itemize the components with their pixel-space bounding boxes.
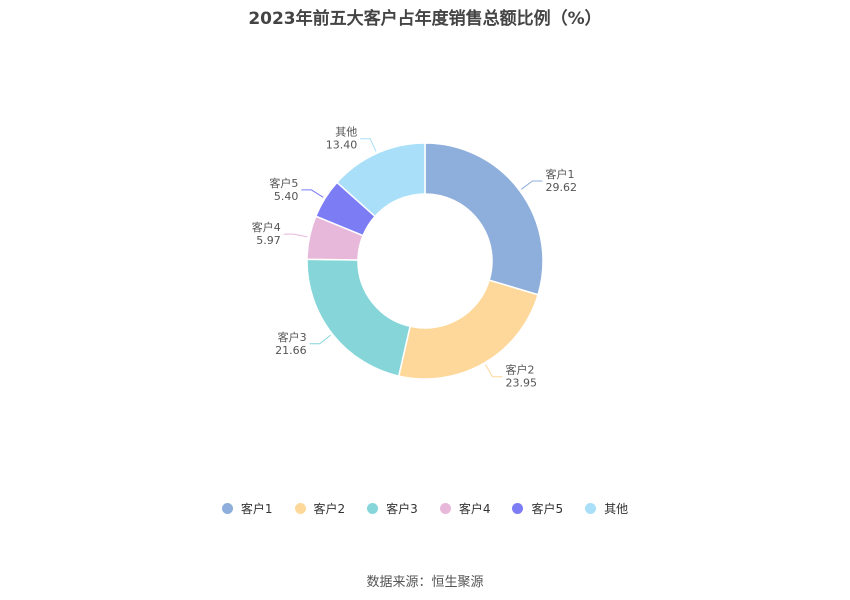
slice-1[interactable] — [424, 142, 544, 296]
leader-line — [360, 138, 377, 152]
legend-marker-icon — [439, 503, 451, 514]
legend-item-3[interactable]: 客户3 — [367, 500, 418, 517]
leader-line — [309, 334, 331, 345]
legend-marker-icon — [294, 503, 306, 514]
slice-2[interactable] — [397, 279, 539, 380]
legend-label: 客户2 — [313, 502, 346, 516]
slice-label-value: 23.95 — [506, 377, 537, 390]
slice-6[interactable] — [335, 142, 426, 218]
legend-item-2[interactable]: 客户2 — [294, 500, 346, 517]
legend-marker-icon — [512, 503, 524, 514]
leader-line — [520, 180, 543, 190]
slice-label-category: 客户4 — [252, 220, 281, 234]
legend-marker-icon — [367, 503, 379, 514]
legend-label: 其他 — [604, 502, 629, 516]
slice-label-value: 5.97 — [256, 234, 281, 247]
legend-label: 客户1 — [240, 502, 273, 516]
slice-label-value: 29.62 — [545, 181, 577, 194]
legend-marker-icon — [585, 503, 597, 514]
slice-label-category: 其他 — [335, 126, 357, 139]
label-leader-lines — [283, 138, 543, 378]
leader-line — [301, 189, 324, 198]
legend-item-5[interactable]: 客户5 — [512, 500, 563, 517]
legend-label: 客户5 — [531, 502, 564, 516]
slice-label-value: 5.40 — [274, 190, 299, 203]
leader-line — [283, 233, 308, 238]
donut-slices — [306, 142, 544, 380]
legend-label: 客户4 — [458, 502, 491, 516]
legend-item-4[interactable]: 客户4 — [439, 500, 491, 517]
slice-label-category: 客户5 — [269, 176, 298, 190]
slice-label-value: 13.40 — [326, 139, 358, 152]
legend-item-6[interactable]: 其他 — [585, 500, 628, 517]
slice-label-category: 客户2 — [506, 363, 535, 377]
legend-item-1[interactable]: 客户1 — [221, 500, 273, 517]
chart-title: 2023年前五大客户占年度销售总额比例（%） — [248, 9, 602, 29]
legend-marker-icon — [221, 503, 233, 514]
slice-label-category: 客户1 — [545, 167, 574, 181]
slice-label-category: 客户3 — [278, 330, 307, 344]
legend: 客户1 客户2 客户3 客户4 客户5 其他 — [0, 500, 850, 517]
leader-line — [485, 364, 503, 378]
slice-label-value: 21.66 — [275, 344, 307, 357]
legend-label: 客户3 — [386, 502, 418, 516]
slice-3[interactable] — [306, 258, 411, 377]
source-note: 数据来源：恒生聚源 — [366, 575, 484, 590]
